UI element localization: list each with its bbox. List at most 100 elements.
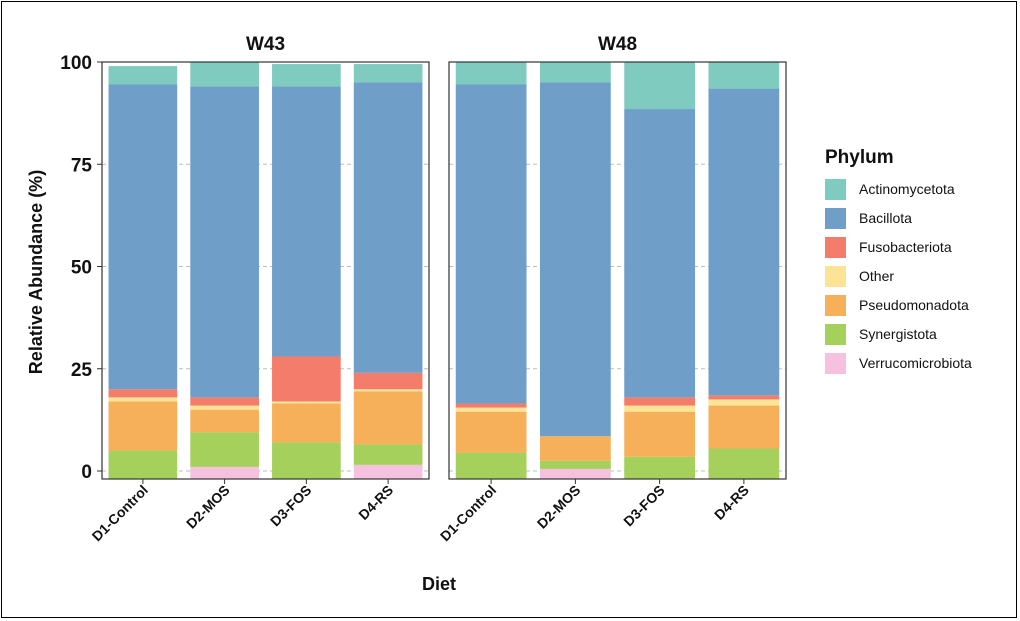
- bar-segment-fusobacteriota: [272, 356, 341, 402]
- legend-swatch: [825, 208, 846, 229]
- legend-label: Synergistota: [859, 326, 937, 342]
- x-tick-label: D2-MOS: [183, 482, 233, 532]
- bar-segment-synergistota: [708, 448, 780, 479]
- legend: Phylum Actinomycetota Bacillota Fusobacter…: [825, 147, 972, 374]
- bar-segment-fusobacteriota: [108, 389, 178, 398]
- panel-w43: D1-Control D2-MOS D3-FOS D4-RS W43 0 25 50 75 100: [60, 34, 430, 544]
- x-tick-label: D3-FOS: [620, 482, 668, 530]
- bar-segment-actinomycetota: [190, 62, 259, 87]
- legend-swatch: [825, 266, 846, 287]
- bar-segment-actinomycetota: [539, 62, 611, 83]
- bar-stack-d2-mos: [539, 62, 611, 479]
- panel-title: W43: [246, 34, 285, 55]
- bar-segment-bacillota: [190, 86, 259, 398]
- y-tick-label: 100: [60, 53, 92, 74]
- bar-segment-fusobacteriota: [455, 403, 527, 408]
- bar-segment-other: [624, 405, 696, 412]
- bar-segment-bacillota: [455, 84, 527, 404]
- legend-item-fusobacteriota: Fusobacteriota: [825, 237, 952, 258]
- bar-segment-fusobacteriota: [353, 372, 423, 390]
- bar-segment-synergistota: [539, 460, 611, 469]
- legend-label: Pseudomonadota: [859, 297, 969, 313]
- y-axis-title: Relative Abundance (%): [26, 170, 46, 374]
- legend-label: Bacillota: [859, 210, 912, 226]
- panel-w48: D1-Control D2-MOS D3-FOS D4-RS W48: [437, 34, 787, 544]
- bar-segment-verrucomicrobiota: [539, 468, 611, 479]
- bar-segment-pseudomonadota: [353, 391, 423, 445]
- legend-item-other: Other: [825, 266, 894, 287]
- legend-item-verrucomicrobiota: Verrucomicrobiota: [825, 353, 972, 374]
- legend-title: Phylum: [825, 147, 894, 168]
- bar-segment-bacillota: [353, 82, 423, 373]
- bar-segment-actinomycetota: [353, 64, 423, 83]
- legend-label: Verrucomicrobiota: [859, 355, 972, 371]
- bar-stack-d3-fos: [272, 64, 341, 479]
- legend-swatch: [825, 237, 846, 258]
- panel-border: [448, 61, 787, 480]
- y-tick-label: 50: [71, 258, 92, 279]
- bar-stack-d4-rs: [708, 62, 780, 479]
- legend-item-synergistota: Synergistota: [825, 324, 937, 345]
- y-tick-label: 0: [81, 462, 92, 483]
- bar-segment-pseudomonadota: [190, 409, 259, 433]
- bar-segment-other: [108, 397, 178, 402]
- chart-panels: D1-Control D2-MOS D3-FOS D4-RS W43 0 25 50 75 100…: [60, 34, 787, 544]
- bar-segment-other: [272, 401, 341, 404]
- bar-segment-pseudomonadota: [708, 405, 780, 449]
- bar-segment-fusobacteriota: [190, 397, 259, 406]
- legend-label: Other: [859, 268, 894, 284]
- bar-segment-synergistota: [624, 456, 696, 479]
- bar-segment-pseudomonadota: [624, 411, 696, 457]
- bar-segment-bacillota: [108, 84, 178, 390]
- bar-segment-synergistota: [272, 442, 341, 479]
- panel-border: [101, 61, 430, 480]
- bar-segment-bacillota: [708, 88, 780, 396]
- bar-segment-other: [708, 399, 780, 406]
- bar-segment-actinomycetota: [455, 62, 527, 85]
- x-tick-label: D4-RS: [355, 482, 396, 523]
- x-tick-label: D2-MOS: [534, 482, 584, 532]
- bar-segment-pseudomonadota: [455, 411, 527, 453]
- bar-segment-pseudomonadota: [108, 401, 178, 451]
- bar-segment-verrucomicrobiota: [190, 466, 259, 479]
- legend-swatch: [825, 324, 846, 345]
- legend-swatch: [825, 179, 846, 200]
- bar-segment-synergistota: [353, 444, 423, 465]
- bar-segment-other: [353, 389, 423, 392]
- bar-stack-d3-fos: [624, 62, 696, 479]
- legend-item-pseudomonadota: Pseudomonadota: [825, 295, 969, 316]
- legend-item-bacillota: Bacillota: [825, 208, 912, 229]
- bar-segment-actinomycetota: [708, 62, 780, 89]
- y-tick-label: 75: [71, 155, 93, 176]
- bar-segment-actinomycetota: [272, 64, 341, 87]
- bar-segment-fusobacteriota: [708, 395, 780, 400]
- legend-swatch: [825, 353, 846, 374]
- legend-swatch: [825, 295, 846, 316]
- x-tick-label: D1-Control: [89, 482, 151, 544]
- bar-segment-other: [455, 407, 527, 412]
- legend-label: Fusobacteriota: [859, 239, 952, 255]
- bar-segment-bacillota: [272, 86, 341, 357]
- x-axis-title: Diet: [422, 574, 456, 594]
- bar-segment-actinomycetota: [108, 66, 178, 85]
- bar-segment-synergistota: [108, 450, 178, 479]
- bar-segment-other: [190, 405, 259, 410]
- legend-item-actinomycetota: Actinomycetota: [825, 179, 955, 200]
- panel-title: W48: [598, 34, 637, 55]
- bar-stack-d2-mos: [190, 62, 259, 479]
- x-tick-label: D3-FOS: [267, 482, 315, 530]
- bar-stack-d4-rs: [353, 64, 423, 479]
- bar-segment-fusobacteriota: [624, 397, 696, 406]
- x-tick-label: D1-Control: [437, 482, 499, 544]
- bar-segment-synergistota: [455, 452, 527, 479]
- bar-segment-actinomycetota: [624, 62, 696, 110]
- bar-segment-synergistota: [190, 432, 259, 467]
- bar-segment-bacillota: [539, 82, 611, 437]
- legend-label: Actinomycetota: [859, 181, 955, 197]
- bar-segment-verrucomicrobiota: [353, 464, 423, 479]
- bar-segment-bacillota: [624, 109, 696, 398]
- bar-stack-d1-control: [108, 66, 178, 479]
- bar-segment-pseudomonadota: [539, 436, 611, 461]
